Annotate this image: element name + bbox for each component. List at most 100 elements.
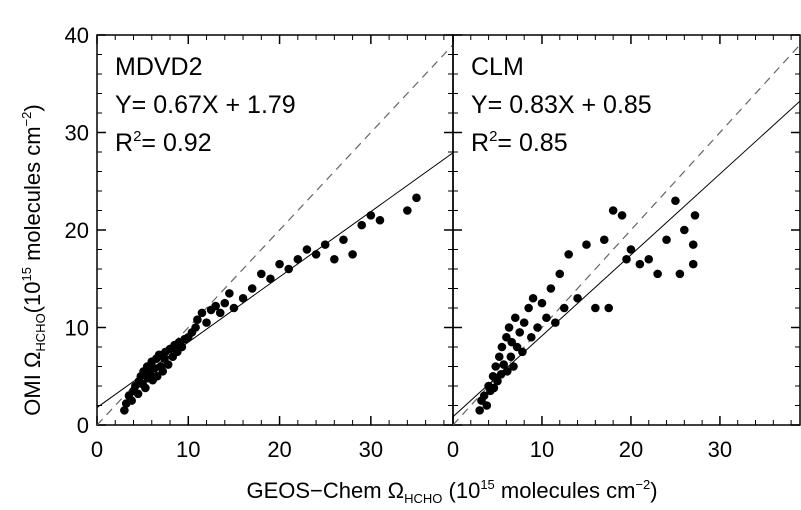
data-point	[528, 293, 538, 303]
data-point	[519, 318, 529, 327]
x-tick-label: 20	[619, 437, 643, 462]
data-point	[564, 250, 573, 259]
data-point	[163, 360, 173, 369]
data-point	[559, 303, 569, 313]
data-point	[489, 383, 499, 393]
data-point	[177, 342, 187, 352]
data-point	[127, 396, 136, 405]
panel-annotation: Y= 0.67X + 1.79	[115, 91, 296, 119]
data-point	[158, 367, 168, 376]
data-point	[211, 301, 220, 311]
data-point	[622, 254, 631, 264]
x-axis-title: GEOS−Chem ΩHCHO (1015 molecules cm−2)	[246, 477, 657, 506]
panel-annotation: MDVD2	[115, 53, 203, 81]
data-point	[617, 211, 627, 220]
data-point	[533, 323, 542, 332]
data-point	[626, 245, 636, 254]
data-point	[604, 303, 614, 313]
data-point	[675, 269, 685, 279]
data-point	[524, 303, 533, 313]
data-point	[225, 289, 234, 298]
data-point	[247, 284, 257, 293]
data-point	[229, 303, 239, 313]
x-tick-label: 10	[176, 437, 200, 462]
data-point	[582, 240, 591, 249]
data-point	[515, 328, 525, 337]
y-tick-label: 0	[77, 413, 89, 438]
data-point	[599, 235, 609, 245]
data-point	[320, 240, 330, 249]
data-point	[284, 264, 293, 274]
data-point	[506, 352, 516, 362]
data-point	[494, 352, 504, 362]
panel-right: 0 10 20 30 CLM Y= 0.83X + 0.85 R2= 0.85	[447, 34, 801, 462]
panel-annotation: R2= 0.85	[471, 128, 568, 157]
data-point	[193, 315, 202, 325]
data-point	[403, 206, 412, 215]
y-tick-label: 10	[65, 316, 89, 341]
data-point	[412, 193, 421, 203]
data-point	[509, 362, 518, 371]
x-tick-label: 30	[708, 437, 732, 462]
panel-left: 0 10 20 30 0 10 20 30 40 MDVD2 Y= 0.67X + 1.79 R2= …	[65, 23, 454, 462]
y-axis-title: OMI ΩHCHO(1015 molecules cm−2)	[19, 104, 48, 415]
data-point	[120, 406, 129, 415]
panel-annotation: Y= 0.83X + 0.85	[471, 91, 652, 119]
data-point	[375, 215, 385, 225]
data-point	[493, 376, 502, 386]
data-point	[510, 313, 520, 323]
data-point	[357, 220, 367, 230]
data-point	[311, 250, 321, 259]
data-point	[293, 254, 303, 264]
data-point	[542, 313, 551, 323]
data-point	[220, 298, 230, 308]
data-point	[479, 391, 489, 401]
data-point	[491, 362, 501, 371]
data-point	[644, 254, 654, 264]
data-point	[152, 371, 162, 381]
data-point	[475, 406, 484, 415]
data-point	[537, 298, 547, 308]
panel-annotation: R2= 0.92	[115, 128, 212, 157]
data-point	[573, 293, 582, 303]
data-point	[257, 269, 266, 279]
data-point	[133, 389, 143, 399]
y-tick-label: 20	[65, 218, 89, 243]
data-point	[215, 308, 225, 318]
data-point	[662, 235, 671, 245]
x-tick-label: 10	[530, 437, 554, 462]
data-point	[518, 347, 527, 357]
data-point	[266, 274, 275, 284]
data-point	[608, 206, 618, 215]
data-point	[502, 367, 512, 376]
data-point	[688, 259, 698, 269]
data-point	[671, 196, 680, 206]
x-tick-label: 20	[267, 437, 291, 462]
x-tick-label: 0	[91, 437, 103, 462]
data-point	[499, 360, 509, 369]
panel-annotation: CLM	[471, 53, 524, 81]
data-point	[302, 245, 312, 254]
data-point	[202, 318, 211, 327]
data-point	[526, 332, 536, 342]
y-tick-label: 30	[65, 121, 89, 146]
data-point	[591, 303, 600, 313]
data-point	[197, 308, 207, 318]
data-point	[348, 250, 357, 259]
data-point	[482, 401, 492, 410]
x-tick-label: 30	[359, 437, 383, 462]
y-tick-label: 40	[65, 23, 89, 48]
data-point	[504, 323, 514, 332]
x-tick-label: 0	[447, 437, 459, 462]
data-point	[546, 284, 556, 293]
data-point	[555, 269, 565, 279]
data-point	[635, 259, 645, 269]
data-point	[330, 254, 339, 264]
data-point	[688, 240, 698, 249]
one-to-one-line	[453, 44, 800, 425]
data-point	[366, 211, 376, 220]
data-point	[551, 318, 560, 327]
data-point	[653, 269, 662, 279]
data-point	[141, 383, 150, 393]
